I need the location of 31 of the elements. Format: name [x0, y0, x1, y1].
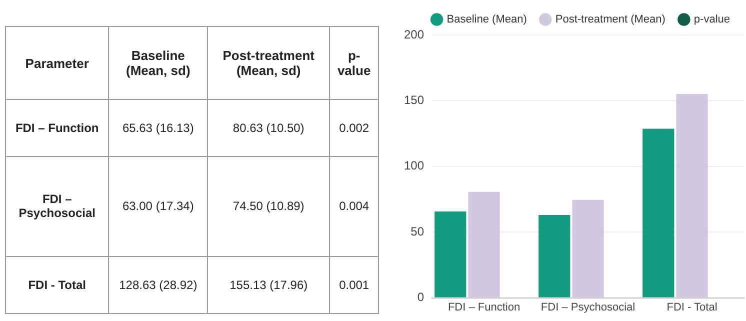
text: Parameter — [6, 26, 109, 100]
bar — [642, 128, 674, 298]
y-tick-label: 100 — [404, 158, 424, 173]
y-tick-label: 200 — [404, 27, 424, 42]
text: 65.63 (16.13) — [108, 100, 208, 157]
text: Post-treatment (Mean, sd) — [208, 26, 330, 100]
text: 80.63 (10.50) — [208, 100, 330, 157]
text: FDI – Function — [6, 100, 109, 157]
x-tick-label: FDI - Total — [666, 301, 718, 314]
x-tick-label: FDI – Function — [448, 301, 520, 314]
y-tick-label: 150 — [404, 93, 424, 108]
text: p-value — [330, 26, 378, 100]
text: 0.004 — [330, 156, 378, 256]
text: 155.13 (17.96) — [208, 256, 330, 314]
legend-label: Post-treatment (Mean) — [555, 14, 666, 26]
x-tick-label: FDI – Psychosocial — [540, 301, 636, 314]
bar — [572, 200, 604, 298]
legend-label: p-value — [694, 14, 730, 26]
y-tick-label: 50 — [410, 224, 424, 238]
text: 74.50 (10.89) — [208, 156, 330, 256]
bar — [538, 215, 570, 298]
text: Baseline (Mean, sd) — [108, 26, 208, 100]
text: 0.002 — [330, 100, 378, 157]
y-tick-label: 0 — [417, 290, 424, 304]
bar — [676, 94, 708, 298]
text: 0.001 — [330, 256, 378, 314]
bar — [468, 192, 500, 298]
text: 63.00 (17.34) — [108, 156, 208, 256]
text: 128.63 (28.92) — [108, 256, 208, 314]
legend-label: Baseline (Mean) — [446, 14, 527, 26]
bar — [434, 212, 466, 298]
